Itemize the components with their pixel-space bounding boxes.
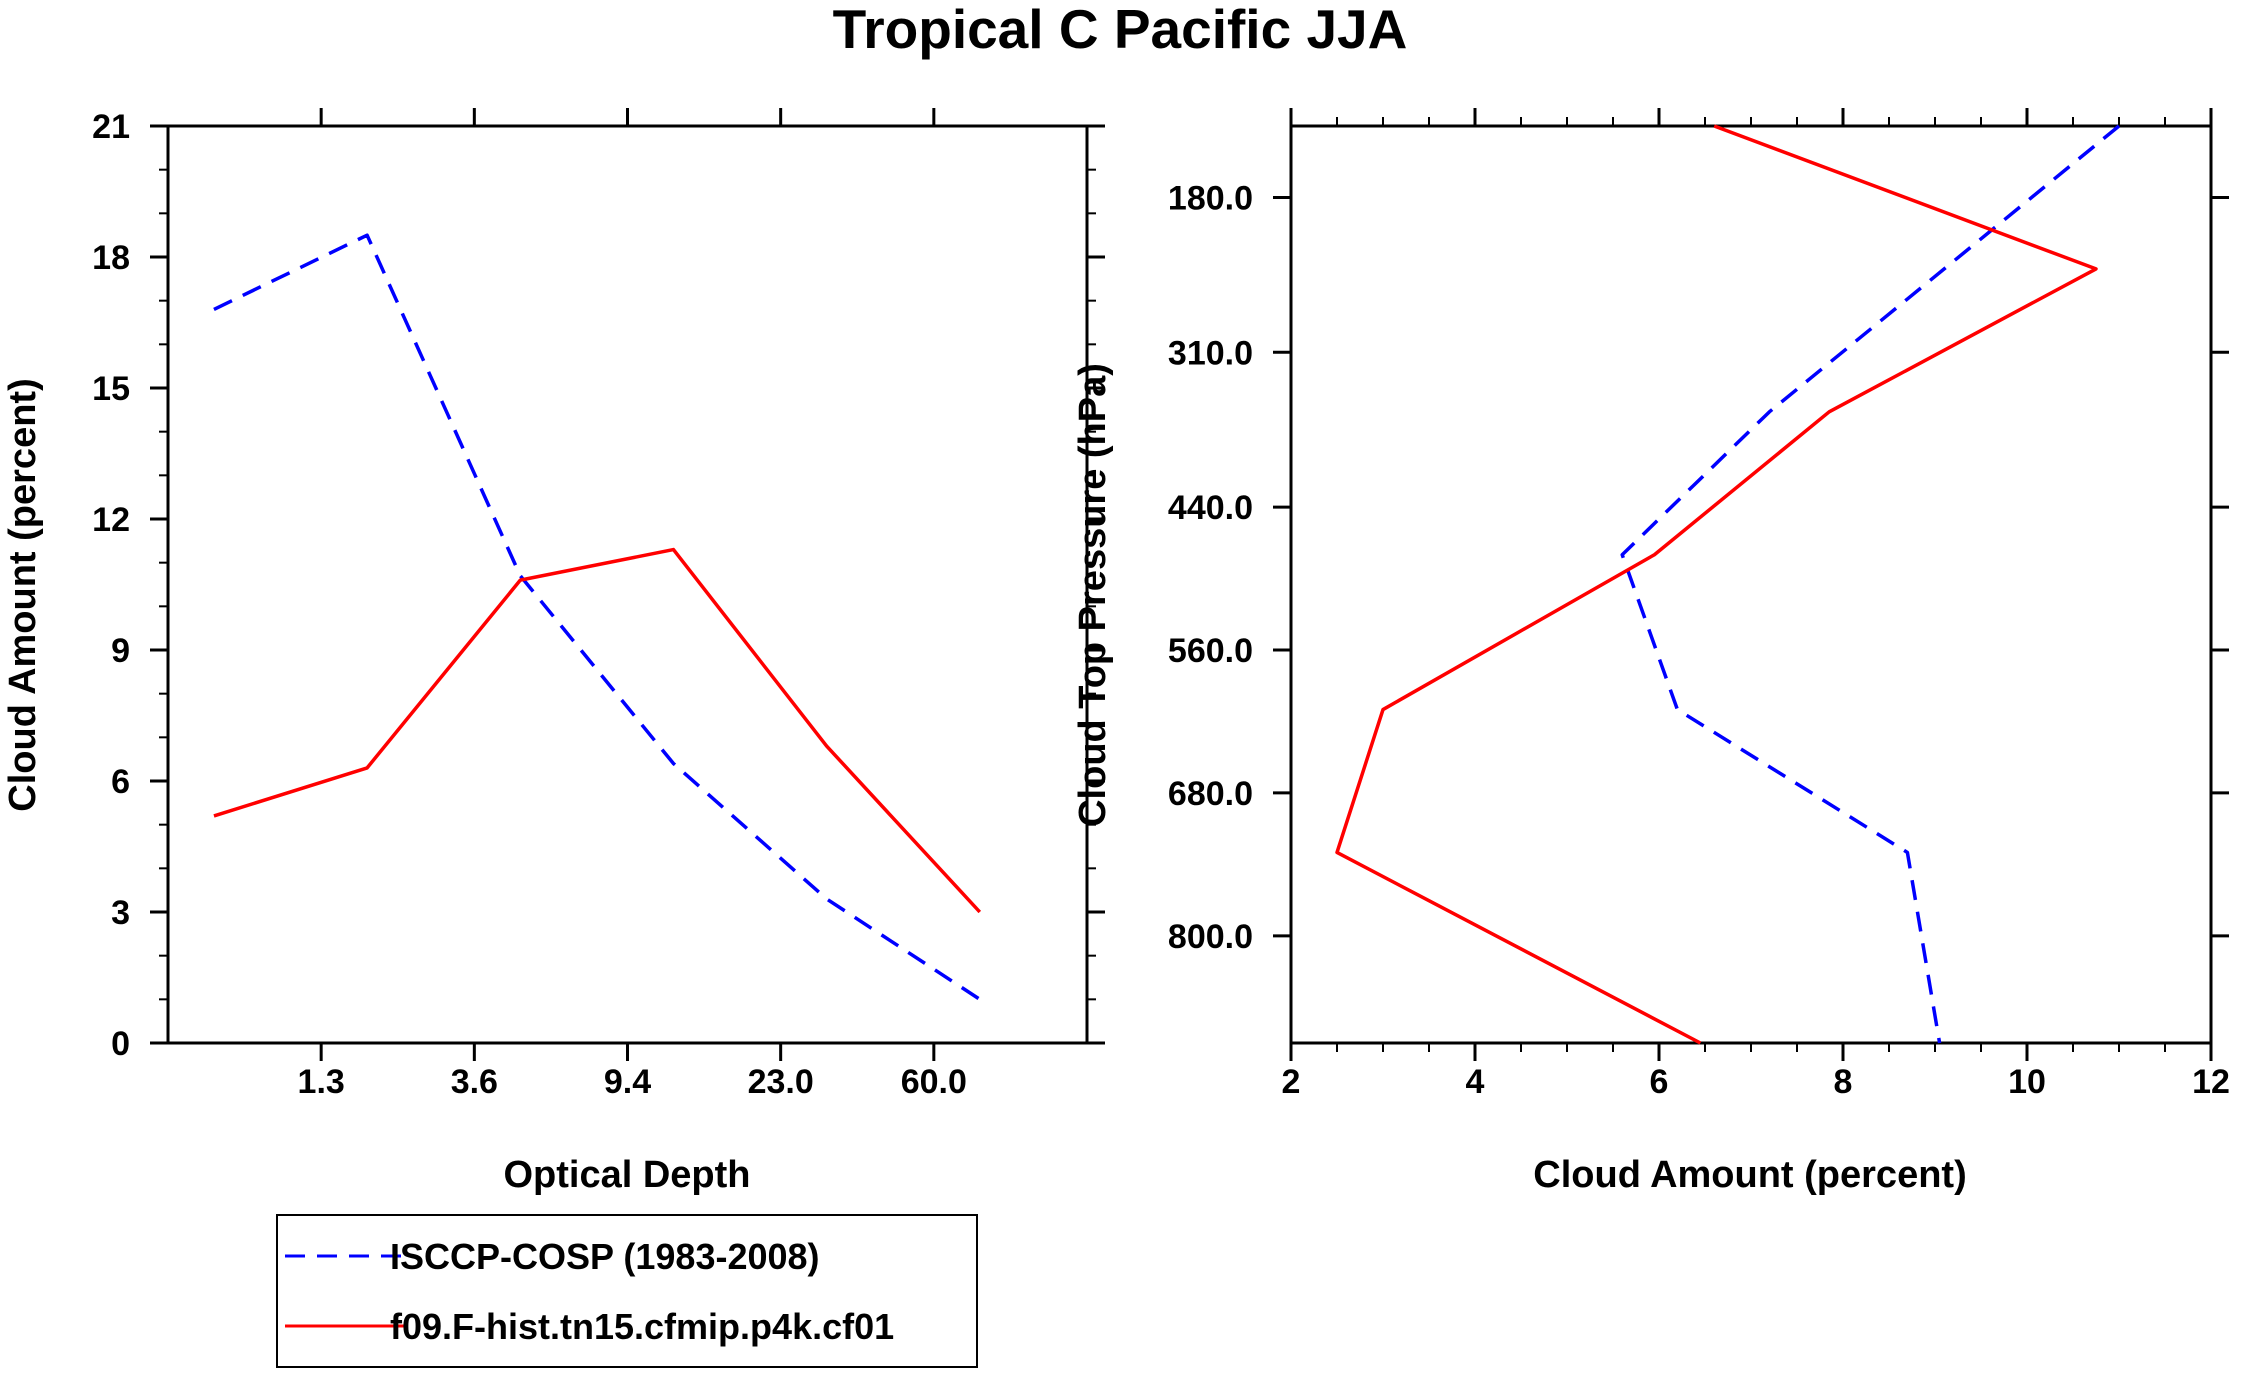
panel2-x-tick-label: 6: [1650, 1063, 1669, 1101]
figure-title: Tropical C Pacific JJA: [833, 0, 1408, 60]
panel1-y-tick-label: 9: [111, 632, 130, 670]
panel1-x-tick-label: 3.6: [451, 1063, 498, 1101]
panel1-series-line-1: [213, 547, 982, 914]
panel1-y-tick-label: 0: [111, 1025, 130, 1063]
panel1-series-line-0: [213, 233, 981, 1001]
legend-box: [276, 1214, 978, 1368]
panel1-y-tick-label: 6: [111, 763, 130, 801]
legend-label-isccp: ISCCP-COSP (1983-2008): [390, 1236, 820, 1277]
panel2-x-axis-label: Cloud Amount (percent): [1533, 1154, 1966, 1196]
panel1-x-tick-label: 1.3: [298, 1063, 345, 1101]
panel1-y-tick-label: 18: [92, 239, 130, 277]
panel2-x-tick-label: 10: [2008, 1063, 2046, 1101]
panel2-y-axis-label: Cloud Top Pressure (hPa): [1072, 363, 1114, 827]
panel-optical-depth: 0 3 6 9 12 15 18 21 1.3 3.6 9.4 23.0 60.0: [92, 108, 1105, 1101]
panel2-y-tick-label: 180.0: [1168, 179, 1253, 217]
panel1-y-tick-label: 15: [92, 370, 130, 408]
panel2-x-tick-label: 12: [2192, 1063, 2230, 1101]
panel2-y-tick-label: 800.0: [1168, 918, 1253, 956]
panel1-x-tick-label: 23.0: [748, 1063, 814, 1101]
panel2-y-tick-label: 440.0: [1168, 489, 1253, 527]
panel2-y-tick-label: 310.0: [1168, 334, 1253, 372]
panel1-x-tick-label: 9.4: [604, 1063, 651, 1101]
panel1-x-axis-label: Optical Depth: [503, 1154, 750, 1196]
legend-label-model: f09.F-hist.tn15.cfmip.p4k.cf01: [390, 1306, 894, 1347]
panel1-x-tick-label: 60.0: [901, 1063, 967, 1101]
panel2-y-tick-label: 560.0: [1168, 632, 1253, 670]
panel1-y-tick-label: 3: [111, 894, 130, 932]
panel2-x-tick-label: 8: [1834, 1063, 1853, 1101]
panel1-y-axis-label: Cloud Amount (percent): [2, 378, 44, 811]
panel2-x-tick-label: 2: [1282, 1063, 1301, 1101]
panel-cloud-top-pressure: 2 4 6 8 10 12 180.0 310.0 440.0 560.0 680.0 800.0: [1168, 108, 2230, 1101]
panel2-series-line-0: [1620, 124, 2121, 1044]
legend: ISCCP-COSP (1983-2008) f09.F-hist.tn15.c…: [276, 1214, 978, 1368]
panel1-y-tick-label: 12: [92, 501, 130, 539]
panel1-y-tick-label: 21: [92, 108, 130, 146]
panel2-x-tick-label: 4: [1466, 1063, 1485, 1101]
panel2-series-line-1: [1335, 124, 2098, 1045]
panel2-frame: [1289, 124, 2213, 1045]
panel2-y-tick-label: 680.0: [1168, 775, 1253, 813]
